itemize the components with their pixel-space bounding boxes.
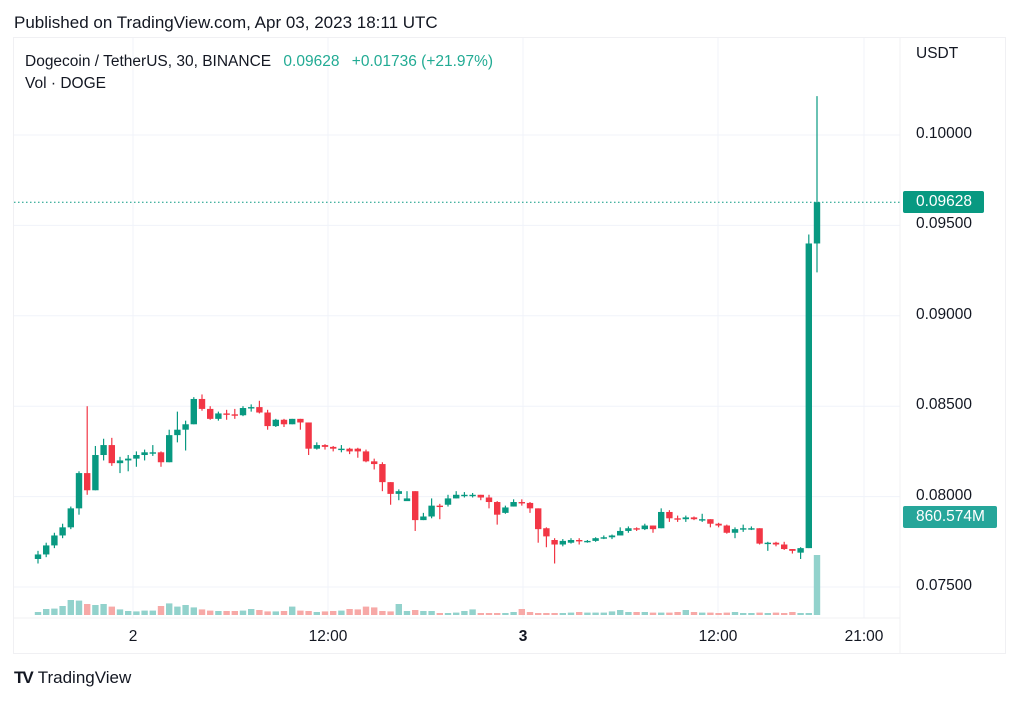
last-price: 0.09628 (283, 53, 340, 70)
time-tick: 12:00 (698, 628, 738, 645)
brand-name: TradingView (37, 668, 132, 687)
volume-legend[interactable]: Vol · DOGE (25, 75, 106, 92)
chart-legend: Dogecoin / TetherUS, 30, BINANCE 0.09628… (25, 51, 493, 95)
price-tick: 0.08500 (916, 396, 973, 414)
tradingview-brand[interactable]: TV TradingView (14, 668, 131, 688)
price-tick: 0.09000 (916, 305, 973, 323)
volume-badge: 860.574M (903, 506, 997, 528)
symbol-title[interactable]: Dogecoin / TetherUS, 30, BINANCE (25, 53, 272, 70)
time-tick: 2 (128, 628, 138, 645)
tradingview-logo-icon: TV (14, 668, 34, 687)
time-tick: 21:00 (844, 628, 884, 645)
price-tick: 0.10000 (916, 125, 973, 142)
price-change: +0.01736 (+21.97%) (351, 53, 494, 70)
price-tick: 0.07500 (916, 577, 973, 594)
price-tick: 0.09500 (916, 215, 973, 233)
chart-frame[interactable] (13, 37, 1006, 654)
price-tick: 0.08000 (916, 486, 973, 504)
time-tick: 12:00 (308, 628, 348, 645)
price-axis-unit[interactable]: USDT (916, 45, 959, 62)
last-price-badge: 0.09628 (903, 191, 985, 214)
published-caption: Published on TradingView.com, Apr 03, 20… (14, 13, 438, 32)
time-tick: 3 (518, 628, 528, 645)
